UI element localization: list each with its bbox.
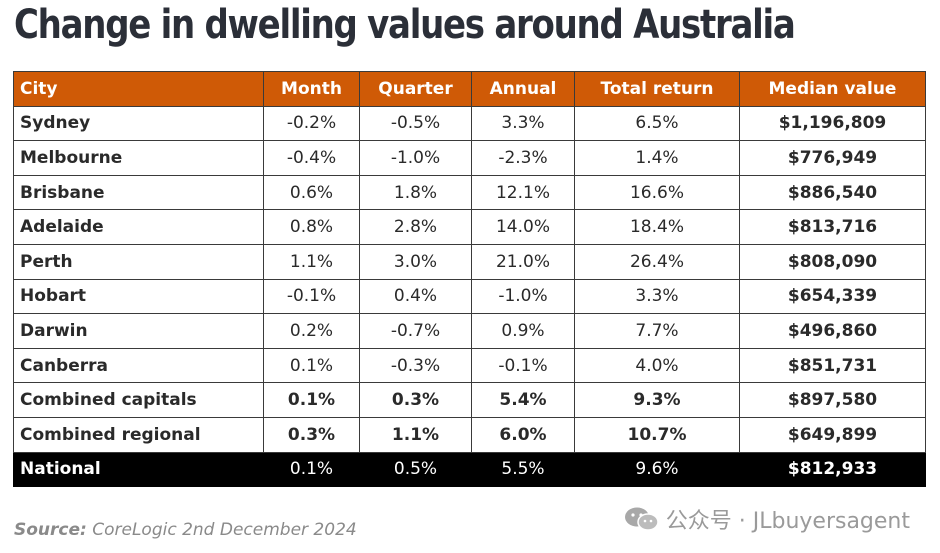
annual-cell: -0.1% [471,347,575,384]
column-header-month: Month [263,71,360,107]
quarter-cell: 1.1% [359,416,472,453]
total-return-cell: 26.4% [574,243,740,280]
annual-cell: 6.0% [471,416,575,453]
quarter-cell: 0.3% [359,382,472,418]
source-label: Source: [14,520,87,540]
quarter-cell: -1.0% [359,140,472,176]
city-cell: Canberra [13,347,264,384]
month-cell: 0.3% [263,416,360,453]
annual-cell: 0.9% [471,313,575,349]
table-row: Combined regional 0.3% 1.1% 6.0% 10.7% $649,8… [13,416,926,453]
total-return-cell: 9.3% [574,382,740,418]
city-cell: National [13,451,264,488]
annual-cell: 14.0% [471,209,575,245]
total-return-cell: 16.6% [574,174,740,211]
median-value-cell: $886,540 [739,174,926,211]
month-cell: 0.1% [263,451,360,488]
month-cell: -0.4% [263,140,360,176]
median-value-cell: $897,580 [739,382,926,418]
table-row: National 0.1% 0.5% 5.5% 9.6% $812,933 [13,451,926,488]
table-row: Hobart -0.1% 0.4% -1.0% 3.3% $654,339 [13,278,926,315]
total-return-cell: 10.7% [574,416,740,453]
annual-cell: 12.1% [471,174,575,211]
city-cell: Sydney [13,105,264,142]
month-cell: 0.8% [263,209,360,245]
city-cell: Combined capitals [13,382,264,418]
city-cell: Combined regional [13,416,264,453]
annual-cell: 21.0% [471,243,575,280]
city-cell: Adelaide [13,209,264,245]
table-header-row: City Month Quarter Annual Total return M… [13,71,926,107]
table-body: Sydney -0.2% -0.5% 3.3% 6.5% $1,196,809 Melbou… [13,105,926,488]
city-cell: Hobart [13,278,264,315]
column-header-median-value: Median value [739,71,926,107]
table-row: Melbourne -0.4% -1.0% -2.3% 1.4% $776,949 [13,140,926,176]
table-row: Sydney -0.2% -0.5% 3.3% 6.5% $1,196,809 [13,105,926,142]
column-header-total-return: Total return [574,71,740,107]
annual-cell: -2.3% [471,140,575,176]
median-value-cell: $851,731 [739,347,926,384]
quarter-cell: -0.5% [359,105,472,142]
city-cell: Brisbane [13,174,264,211]
median-value-cell: $813,716 [739,209,926,245]
table-row: Combined capitals 0.1% 0.3% 5.4% 9.3% $897,58… [13,382,926,418]
watermark-text: 公众号 · JLbuyersagent [665,509,910,534]
total-return-cell: 9.6% [574,451,740,488]
median-value-cell: $1,196,809 [739,105,926,142]
median-value-cell: $776,949 [739,140,926,176]
quarter-cell: -0.7% [359,313,472,349]
total-return-cell: 18.4% [574,209,740,245]
source-note: Source: CoreLogic 2nd December 2024 [14,520,357,540]
watermark: 公众号 · JLbuyersagent [624,503,910,535]
table-row: Canberra 0.1% -0.3% -0.1% 4.0% $851,731 [13,347,926,384]
wechat-icon [624,506,660,532]
table-row: Brisbane 0.6% 1.8% 12.1% 16.6% $886,540 [13,174,926,211]
city-cell: Perth [13,243,264,280]
month-cell: 0.1% [263,382,360,418]
annual-cell: 5.5% [471,451,575,488]
median-value-cell: $649,899 [739,416,926,453]
quarter-cell: 3.0% [359,243,472,280]
median-value-cell: $812,933 [739,451,926,488]
quarter-cell: 1.8% [359,174,472,211]
total-return-cell: 6.5% [574,105,740,142]
annual-cell: -1.0% [471,278,575,315]
month-cell: -0.1% [263,278,360,315]
month-cell: 1.1% [263,243,360,280]
city-cell: Darwin [13,313,264,349]
table-row: Adelaide 0.8% 2.8% 14.0% 18.4% $813,716 [13,209,926,245]
annual-cell: 5.4% [471,382,575,418]
quarter-cell: 2.8% [359,209,472,245]
total-return-cell: 3.3% [574,278,740,315]
quarter-cell: 0.4% [359,278,472,315]
column-header-annual: Annual [471,71,575,107]
annual-cell: 3.3% [471,105,575,142]
source-text: CoreLogic 2nd December 2024 [86,520,357,540]
total-return-cell: 1.4% [574,140,740,176]
month-cell: 0.6% [263,174,360,211]
month-cell: -0.2% [263,105,360,142]
median-value-cell: $808,090 [739,243,926,280]
column-header-quarter: Quarter [359,71,472,107]
total-return-cell: 4.0% [574,347,740,384]
quarter-cell: 0.5% [359,451,472,488]
month-cell: 0.2% [263,313,360,349]
page-title: Change in dwelling values around Austral… [14,2,796,48]
median-value-cell: $654,339 [739,278,926,315]
column-header-city: City [13,71,264,107]
dwelling-values-table: City Month Quarter Annual Total return M… [13,71,926,488]
table-row: Darwin 0.2% -0.7% 0.9% 7.7% $496,860 [13,313,926,349]
month-cell: 0.1% [263,347,360,384]
quarter-cell: -0.3% [359,347,472,384]
total-return-cell: 7.7% [574,313,740,349]
city-cell: Melbourne [13,140,264,176]
median-value-cell: $496,860 [739,313,926,349]
table-row: Perth 1.1% 3.0% 21.0% 26.4% $808,090 [13,243,926,280]
